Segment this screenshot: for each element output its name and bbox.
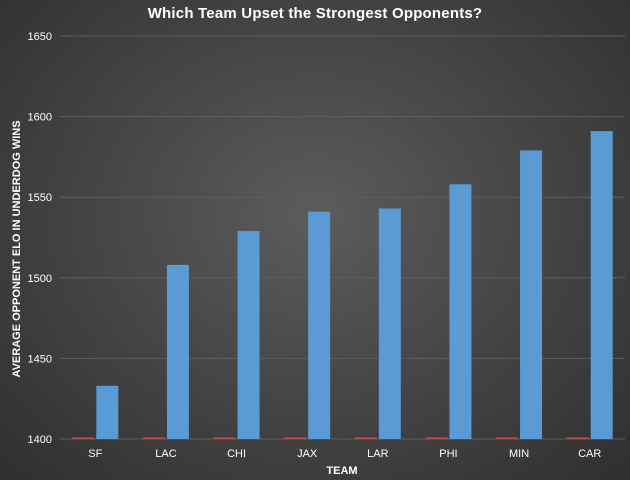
bar-min-series-1 (496, 437, 519, 439)
bar-chi-series-2 (237, 231, 260, 439)
bar-min-series-2 (520, 150, 543, 439)
bar-lac-series-2 (166, 264, 189, 439)
x-axis-title: TEAM (326, 465, 357, 477)
bar-lar-series-1 (354, 437, 377, 439)
y-tick-label: 1650 (28, 31, 52, 43)
x-axis-ticks: SF LAC CHI JAX LAR PHI MIN CAR (88, 448, 601, 460)
bar-lar-series-2 (378, 208, 401, 439)
y-tick-label: 1550 (28, 192, 52, 204)
bar-jax-series-2 (308, 211, 331, 439)
bars (72, 131, 613, 439)
x-tick-label: LAC (155, 448, 176, 460)
y-tick-label: 1450 (28, 353, 52, 365)
y-tick-label: 1400 (28, 434, 52, 446)
bar-lac-series-1 (142, 437, 165, 439)
x-tick-label: LAR (367, 448, 388, 460)
bar-chi-series-1 (213, 437, 236, 439)
x-tick-label: MIN (509, 448, 529, 460)
bar-sf-series-1 (72, 437, 95, 439)
y-tick-label: 1600 (28, 112, 52, 124)
x-tick-label: CHI (227, 448, 246, 460)
bar-phi-series-2 (449, 184, 472, 439)
x-tick-label: PHI (439, 448, 457, 460)
bar-sf-series-2 (96, 385, 119, 439)
x-tick-label: CAR (578, 448, 601, 460)
y-axis-title: AVERAGE OPPONENT ELO IN UNDERDOG WINS (11, 120, 23, 377)
y-axis-ticks: 1400 1450 1500 1550 1600 1650 (28, 31, 52, 446)
x-tick-label: SF (88, 448, 102, 460)
bar-car-series-2 (590, 131, 613, 439)
x-tick-label: JAX (297, 448, 318, 460)
bar-car-series-1 (566, 437, 589, 439)
bar-phi-series-1 (425, 437, 448, 439)
y-tick-label: 1500 (28, 273, 52, 285)
bar-jax-series-1 (284, 437, 307, 439)
chart-title: Which Team Upset the Strongest Opponents… (147, 5, 483, 22)
